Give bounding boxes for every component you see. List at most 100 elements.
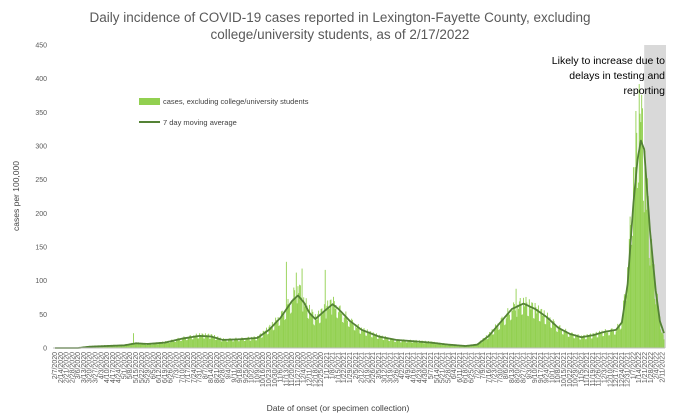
case-bar [237, 341, 239, 348]
case-bar [534, 303, 536, 348]
case-bar [319, 322, 321, 348]
case-bar [347, 326, 349, 348]
x-tick-label: 3/26/2021 [393, 352, 400, 383]
case-bar [178, 339, 180, 348]
case-bar [499, 323, 501, 348]
case-bar [437, 343, 439, 348]
case-bar [399, 340, 401, 348]
case-bar [622, 315, 624, 348]
case-bar [301, 268, 303, 348]
case-bar [580, 339, 581, 348]
x-tick-label: 10/30/2020 [272, 352, 279, 387]
case-bar [227, 341, 229, 348]
case-bar [513, 302, 515, 348]
case-bar [547, 317, 549, 348]
case-bar [548, 321, 550, 348]
case-bar [359, 333, 361, 348]
case-bar [375, 334, 377, 348]
x-tick-label: 10/2/2020 [249, 352, 256, 383]
case-bar [130, 343, 132, 348]
case-bar [309, 304, 310, 348]
case-bar [634, 167, 636, 348]
case-bar [318, 323, 320, 348]
case-bar [448, 344, 450, 348]
case-bar [363, 328, 365, 348]
case-bar [142, 343, 144, 348]
x-tick-label: 8/21/2020 [214, 352, 221, 383]
case-bar [353, 330, 355, 348]
case-bar [490, 333, 492, 348]
case-bar [361, 331, 363, 348]
case-bar [199, 335, 201, 348]
case-bar [585, 339, 587, 348]
case-bar [313, 324, 315, 348]
case-bar [285, 261, 287, 348]
y-tick-label: 100 [35, 278, 47, 285]
case-bar [312, 311, 314, 348]
case-bar [249, 340, 251, 348]
case-bar [161, 342, 163, 348]
case-bar [476, 343, 478, 348]
case-bar [485, 337, 486, 348]
x-tick-label: 11/20/2020 [289, 352, 296, 387]
x-tick-label: 2/5/2021 [353, 352, 360, 379]
case-bar [654, 298, 656, 348]
case-bar [590, 338, 592, 348]
y-tick-label: 50 [39, 312, 47, 319]
case-bar [220, 341, 222, 348]
x-tick-label: 9/18/2020 [237, 352, 244, 383]
case-bar [194, 336, 196, 348]
case-bar [451, 345, 453, 348]
case-bar [314, 314, 316, 348]
case-bar [276, 320, 277, 348]
case-bar [426, 342, 428, 348]
case-bar [461, 345, 463, 348]
case-bar [385, 336, 386, 348]
case-bar [366, 335, 367, 348]
case-bar [333, 296, 334, 348]
case-bar [192, 339, 194, 348]
y-tick-label: 200 [35, 211, 47, 218]
case-bar [279, 325, 281, 348]
case-bar [494, 328, 496, 348]
case-bar [410, 341, 412, 348]
x-tick-label: 7/9/2021 [480, 352, 487, 379]
case-bar [521, 314, 523, 348]
case-bar [364, 329, 366, 348]
x-tick-label: 2/19/2021 [364, 352, 371, 383]
case-bar [407, 340, 409, 348]
case-bar [342, 322, 344, 348]
x-tick-label: 6/11/2021 [457, 352, 464, 383]
case-bar [618, 326, 620, 348]
case-bar [444, 344, 446, 348]
case-bar [492, 334, 494, 348]
case-bar [211, 334, 213, 348]
case-bar [425, 341, 427, 348]
case-bar [648, 257, 650, 348]
x-tick-label: 5/15/2020 [133, 352, 140, 383]
case-bar [537, 305, 539, 348]
case-bar [378, 335, 380, 348]
case-bar [480, 340, 482, 348]
case-bar [655, 304, 657, 348]
case-bar [257, 337, 259, 348]
case-bar [516, 316, 518, 348]
case-bar [209, 338, 210, 348]
case-bar [303, 297, 305, 348]
x-tick-label: 5/28/2021 [445, 352, 452, 383]
case-bar [626, 295, 628, 348]
case-bar [469, 346, 471, 348]
case-bar [604, 332, 605, 348]
case-bar [282, 315, 284, 348]
y-axis-label: cases per 100,000 [11, 161, 21, 231]
case-bar [195, 333, 197, 348]
case-bar [623, 300, 624, 348]
case-bar [347, 320, 348, 348]
case-bar [260, 333, 262, 348]
case-bar [180, 340, 182, 348]
case-bar [236, 338, 238, 348]
x-tick-label: 11/19/2021 [590, 352, 597, 387]
y-axis-ticks: 0 50 100 150 200 250 300 350 400 450 [35, 43, 47, 353]
case-bar [632, 235, 634, 348]
case-bar [467, 345, 469, 348]
